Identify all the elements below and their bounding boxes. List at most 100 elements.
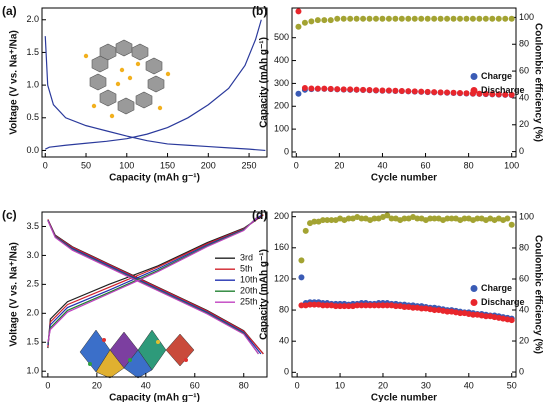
panel-label: (b) — [252, 4, 267, 18]
plot-frame — [291, 211, 517, 378]
data-point — [366, 87, 373, 94]
legend-label: 20th — [240, 286, 258, 296]
data-point — [398, 87, 405, 94]
data-point — [295, 90, 302, 97]
y-tick-label: 3.0 — [26, 250, 39, 260]
data-point — [495, 91, 502, 98]
data-point — [388, 215, 395, 222]
y2-tick-label: 60 — [519, 273, 529, 283]
x-tick-label: 50 — [507, 380, 517, 390]
x-tick-label: 100 — [119, 160, 134, 170]
data-point — [444, 89, 451, 96]
data-point — [319, 302, 326, 309]
data-point — [367, 302, 374, 309]
legend-label: Discharge — [481, 297, 525, 307]
data-point — [311, 301, 318, 308]
x-tick-label: 150 — [160, 160, 175, 170]
data-point — [392, 15, 399, 22]
y-tick-label: 200 — [274, 101, 289, 111]
data-point — [332, 303, 339, 310]
data-point — [358, 302, 365, 309]
y-tick-label: 1.5 — [26, 47, 39, 57]
data-point — [437, 15, 444, 22]
y-tick-label: 3.5 — [26, 221, 39, 231]
data-point — [375, 302, 382, 309]
data-point — [328, 217, 335, 224]
y-tick-label: 500 — [274, 32, 289, 42]
data-point — [444, 215, 451, 222]
data-point — [450, 15, 457, 22]
data-point — [354, 302, 361, 309]
data-point — [324, 217, 331, 224]
data-point — [489, 91, 496, 98]
legend-label: Charge — [481, 71, 512, 81]
x-tick-label: 60 — [421, 160, 431, 170]
data-point — [366, 15, 373, 22]
x-tick-label: 80 — [464, 160, 474, 170]
data-point — [508, 317, 515, 324]
x-axis-title: Cycle number — [371, 173, 437, 184]
data-point — [347, 86, 354, 93]
y-tick-label: 1.0 — [26, 366, 39, 376]
data-point — [353, 86, 360, 93]
y2-tick-label: 20 — [519, 119, 529, 129]
data-point — [431, 215, 438, 222]
data-point — [508, 91, 515, 98]
data-point — [463, 15, 470, 22]
y2-tick-label: 80 — [519, 39, 529, 49]
data-point — [298, 302, 305, 309]
x-tick-label: 0 — [295, 380, 300, 390]
y-tick-label: 80 — [279, 304, 289, 314]
data-point — [298, 257, 305, 264]
data-point — [302, 227, 309, 234]
data-point — [347, 15, 354, 22]
y-axis-title: Voltage (V vs. Na⁺/Na) — [9, 30, 20, 135]
data-point — [314, 85, 321, 92]
data-point — [385, 87, 392, 94]
data-point — [411, 15, 418, 22]
y-tick-label: 0.5 — [26, 112, 39, 122]
data-point — [474, 215, 481, 222]
y-tick-label: 0.0 — [26, 145, 39, 155]
data-point — [373, 15, 379, 22]
data-point — [427, 215, 434, 222]
y-axis-title: Capacity (mAh g⁻¹) — [259, 37, 270, 128]
data-point — [334, 86, 341, 93]
y-tick-label: 2.0 — [26, 14, 39, 24]
data-point — [311, 218, 318, 225]
data-point — [371, 215, 378, 222]
panel-label: (a) — [2, 4, 17, 18]
x-tick-label: 40 — [377, 160, 387, 170]
y2-axis-title: Coulombic efficiency (%) — [532, 23, 543, 142]
data-point — [431, 307, 438, 314]
y-tick-label: 400 — [274, 55, 289, 65]
data-point — [495, 15, 502, 22]
data-point — [508, 15, 515, 22]
x-tick-label: 80 — [239, 380, 249, 390]
y-axis-title: Capacity (mAh g⁻¹) — [259, 249, 270, 340]
x-axis-title: Capacity (mAh g⁻¹) — [109, 173, 200, 184]
panel-label: (d) — [252, 208, 267, 222]
data-point — [321, 17, 328, 24]
data-point — [360, 86, 367, 93]
legend-label: 10th — [240, 275, 258, 285]
x-tick-label: 10 — [335, 380, 345, 390]
data-point — [482, 90, 489, 97]
plot-frame — [291, 7, 517, 158]
data-point — [345, 215, 352, 222]
legend-label: 3rd — [240, 253, 253, 263]
data-point — [482, 313, 489, 320]
data-point — [384, 302, 391, 309]
data-point — [398, 15, 405, 22]
data-point — [362, 302, 369, 309]
y-tick-label: 120 — [274, 273, 289, 283]
data-point — [502, 91, 509, 98]
data-point — [410, 304, 417, 311]
data-point — [476, 15, 483, 22]
data-point — [405, 88, 412, 95]
y-tick-label: 2.0 — [26, 308, 39, 318]
legend-label: Discharge — [481, 85, 525, 95]
y2-tick-label: 100 — [519, 12, 534, 22]
data-point — [345, 303, 352, 310]
